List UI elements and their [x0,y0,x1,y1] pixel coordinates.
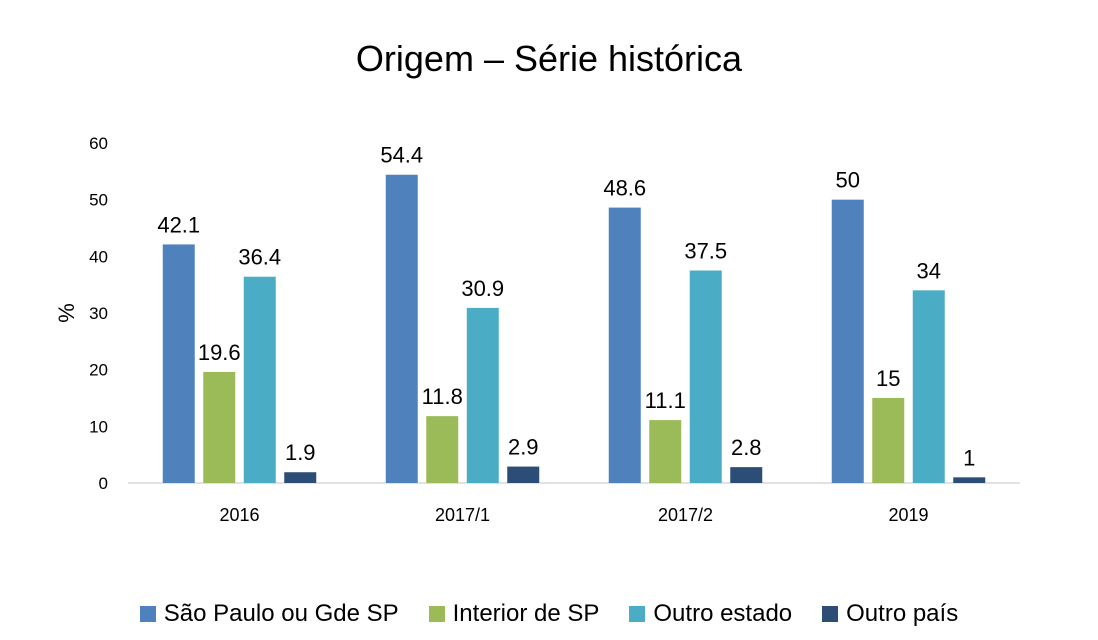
bar [426,416,459,483]
bar [284,472,317,483]
data-label: 1.9 [285,440,316,465]
data-label: 2.9 [508,435,539,460]
x-axis: 2016 2017/1 2017/2 2019 [128,482,1020,525]
data-label: 42.1 [157,212,200,237]
data-label: 50 [836,168,860,193]
bars [162,174,986,483]
data-label: 36.4 [238,245,281,270]
bar [243,276,276,483]
data-label: 11.1 [645,388,686,413]
y-tick-label: 50 [89,191,108,210]
data-label: 11.8 [422,384,463,409]
bar [649,420,682,483]
legend-swatch [629,606,646,622]
y-tick-label: 0 [99,474,108,493]
x-tick-label: 2016 [219,505,259,525]
legend-label: Interior de SP [452,600,600,627]
y-tick-label: 60 [89,134,108,153]
bar [689,270,722,483]
legend-label: Outro país [846,600,959,627]
legend-item-sao-paulo: São Paulo ou Gde SP [139,600,399,628]
legend-swatch [822,606,839,622]
data-label: 2.8 [731,435,762,460]
y-tick-label: 10 [89,417,108,436]
bar [162,244,195,483]
y-tick-label: 20 [89,361,108,380]
y-tick-label: 30 [89,304,108,323]
data-label: 34 [917,258,941,283]
data-label: 1 [963,445,975,470]
bar [831,199,864,483]
data-label: 15 [876,366,900,391]
data-labels: 42.1 54.4 48.6 50 19.6 11.8 11.1 15 36.4 30.9 37.5… [157,143,975,471]
bar [953,477,986,483]
legend-item-interior-sp: Interior de SP [428,600,600,628]
y-tick-label: 40 [89,247,108,266]
bar [912,290,945,483]
legend: São Paulo ou Gde SP Interior de SP Outro… [0,600,1098,628]
legend-item-outro-estado: Outro estado [629,600,792,628]
y-axis: 0 10 20 30 40 50 60 [89,134,108,493]
chart-title: Origem – Série histórica [355,38,743,79]
data-label: 54.4 [380,143,423,168]
bar [872,398,905,483]
x-tick-label: 2019 [888,505,928,525]
legend-swatch [428,606,445,622]
legend-item-outro-pais: Outro país [822,600,958,628]
bar [466,307,499,483]
legend-swatch [139,606,156,622]
bar [608,207,641,483]
bar [730,467,763,483]
data-label: 37.5 [684,239,727,264]
bar [203,371,236,483]
legend-label: São Paulo ou Gde SP [163,600,399,627]
bar [507,466,540,483]
data-label: 48.6 [603,176,646,201]
x-tick-label: 2017/2 [658,505,713,525]
data-label: 19.6 [198,340,241,365]
data-label: 30.9 [461,276,504,301]
legend-label: Outro estado [653,600,793,627]
bar [385,174,418,483]
y-axis-label: % [54,303,79,323]
x-tick-label: 2017/1 [435,505,490,525]
